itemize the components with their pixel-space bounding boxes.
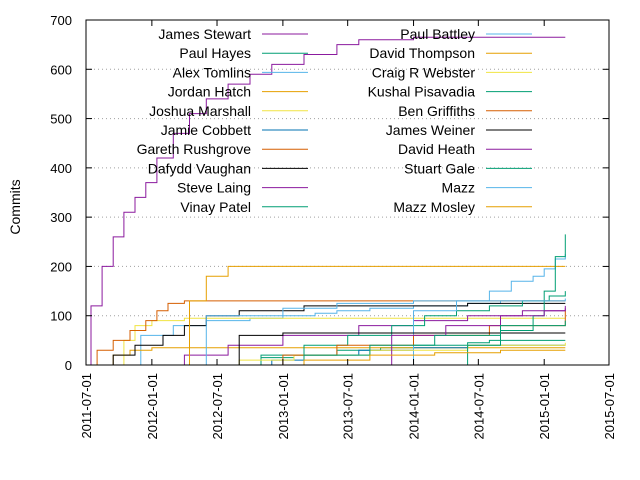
- y-axis-title: Commits: [7, 179, 23, 234]
- series-line-19: [250, 349, 566, 366]
- series-line-4: [113, 317, 566, 366]
- legend-label: Kushal Pisavadia: [368, 84, 476, 100]
- legend-label: Ben Griffiths: [398, 103, 475, 119]
- x-tick-label: 2015-01-01: [537, 373, 552, 440]
- series-line-7: [97, 302, 566, 366]
- legend-label: Paul Hayes: [179, 45, 251, 61]
- legend-label: James Stewart: [158, 26, 251, 42]
- x-axis-ticks: 2011-07-01 2012-01-01 2012-07-01 2013-01-01…: [79, 20, 617, 440]
- legend-label: Vinay Patel: [180, 199, 251, 215]
- y-tick-label: 400: [50, 161, 72, 176]
- legend-label: James Weiner: [386, 122, 476, 138]
- series-line-8: [156, 305, 566, 366]
- x-tick-label: 2014-07-01: [471, 373, 486, 440]
- x-tick-label: 2014-01-01: [407, 373, 422, 440]
- series-line-6: [86, 300, 566, 366]
- y-tick-label: 300: [50, 210, 72, 225]
- y-tick-label: 0: [65, 358, 72, 373]
- y-tick-label: 200: [50, 259, 72, 274]
- series-lines: [86, 36, 566, 366]
- legend-label: Jordan Hatch: [168, 84, 251, 100]
- x-tick-label: 2013-01-01: [276, 373, 291, 440]
- y-tick-label: 100: [50, 309, 72, 324]
- legend-label: Alex Tomlins: [173, 64, 251, 80]
- x-tick-label: 2015-07-01: [602, 373, 617, 440]
- legend-label: Stuart Gale: [404, 160, 475, 176]
- series-line-17: [261, 320, 566, 366]
- legend-label: Steve Laing: [177, 180, 251, 196]
- y-axis-ticks: 0 100 200 300 400 500 600 700: [50, 13, 609, 373]
- legend-label: David Thompson: [369, 45, 475, 61]
- x-tick-label: 2013-07-01: [341, 373, 356, 440]
- x-tick-label: 2012-01-01: [145, 373, 160, 440]
- legend-label: David Heath: [398, 141, 475, 157]
- legend-label: Mazz: [442, 180, 475, 196]
- series-line-0: [86, 36, 566, 366]
- x-tick-label: 2011-07-01: [79, 373, 94, 439]
- legend: James Stewart Paul Hayes Alex Tomlins Jorda…: [137, 26, 532, 215]
- series-line-11: [173, 265, 566, 366]
- legend-label: Gareth Rushgrove: [137, 141, 252, 157]
- y-tick-label: 500: [50, 112, 72, 127]
- legend-label: Craig R Webster: [372, 64, 476, 80]
- x-tick-label: 2012-07-01: [210, 373, 225, 440]
- series-line-18: [151, 298, 566, 366]
- legend-label: Dafydd Vaughan: [148, 160, 251, 176]
- legend-label: Mazz Mosley: [393, 199, 475, 215]
- legend-label: Joshua Marshall: [149, 103, 251, 119]
- legend-label: Jamie Cobbett: [161, 122, 251, 138]
- legend-label: Paul Battley: [400, 26, 475, 42]
- y-tick-label: 600: [50, 62, 72, 77]
- y-tick-label: 700: [50, 13, 72, 28]
